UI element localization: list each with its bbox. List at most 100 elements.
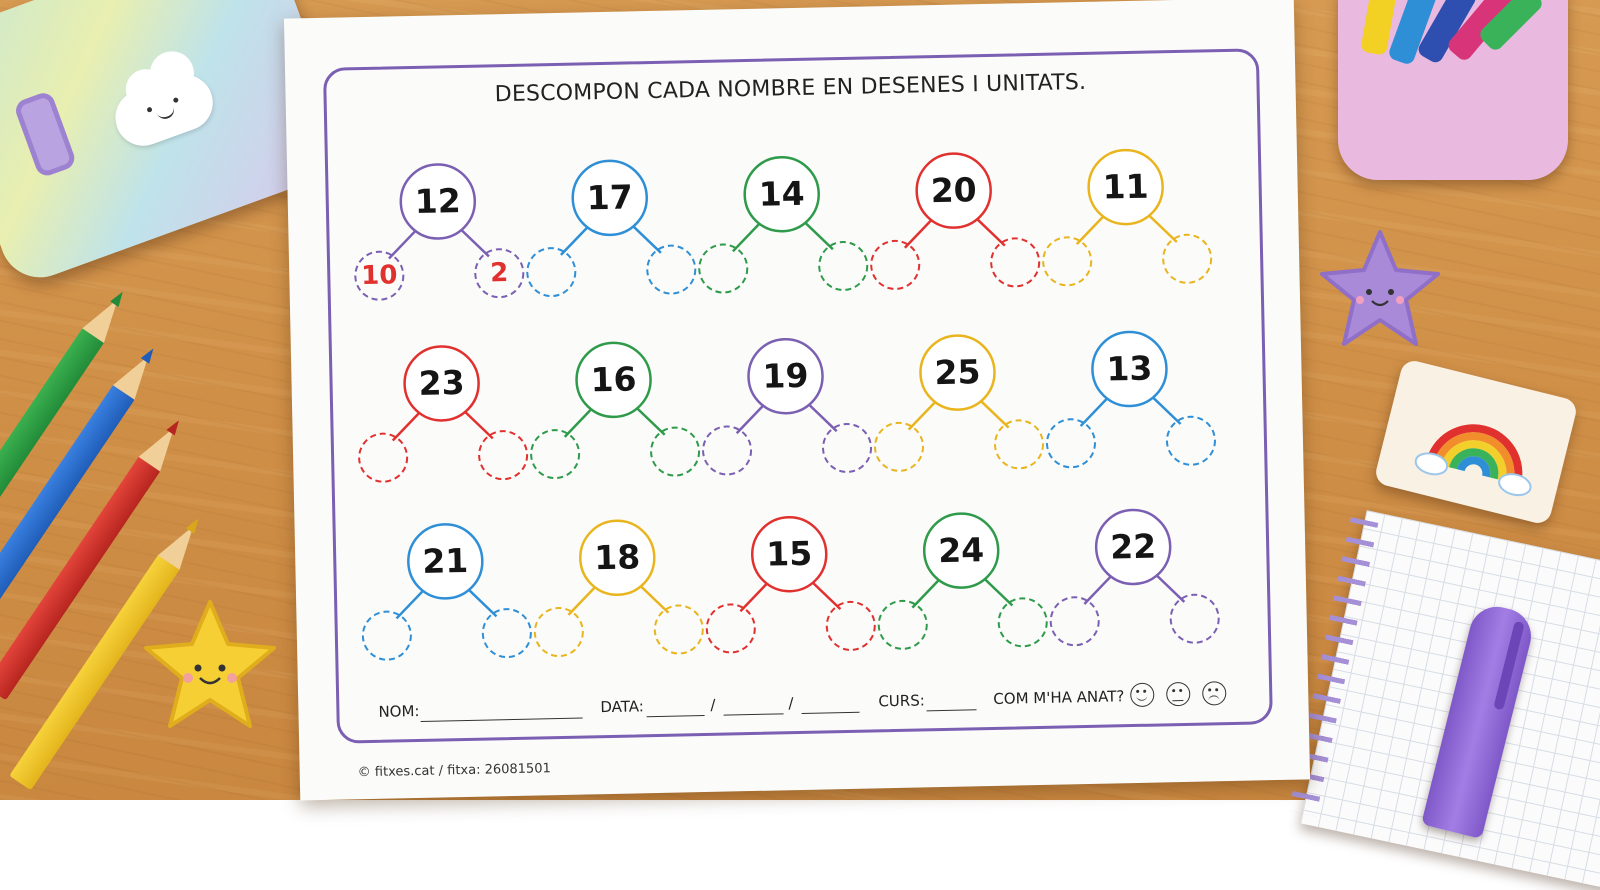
neutral-face-icon[interactable] [1166,681,1191,707]
bond-link-right [1154,573,1186,603]
rainbow-eraser-icon [1373,358,1579,526]
number-bond: 18 [526,494,710,668]
bond-link-left [911,578,941,609]
tens-answer[interactable] [1042,236,1093,287]
units-circle [825,600,876,651]
bond-link-left [739,581,769,613]
units-answer[interactable] [653,604,704,655]
tens-circle [526,247,577,298]
bond-link-right [639,584,670,614]
yellow-star-eraser-icon [140,598,280,733]
tens-answer[interactable] [1045,418,1096,469]
units-answer[interactable] [646,244,697,295]
tens-answer[interactable] [702,425,753,476]
bond-link-left [1075,214,1106,245]
number-bond: 23 [350,320,534,494]
number-circle [919,334,996,411]
tens-answer[interactable] [1049,596,1100,647]
bond-link-right [1151,395,1182,425]
units-answer[interactable] [1165,415,1216,466]
bond-number: 24 [937,530,985,571]
tens-circle [870,239,921,290]
marker-cup [1338,0,1578,190]
bond-link-right [803,220,834,251]
units-circle [993,419,1044,470]
number-bond: 24 [870,487,1054,661]
bond-link-left [388,229,418,260]
units-circle [474,248,525,299]
units-answer[interactable]: 2 [489,258,509,289]
bond-number: 17 [586,177,634,218]
bond-link-right [807,402,838,433]
units-answer[interactable] [825,600,876,651]
bond-link-left [1079,396,1109,427]
bond-number: 14 [758,173,806,214]
tens-circle [1049,596,1100,647]
units-answer[interactable] [481,608,532,659]
bond-link-left [731,221,762,253]
tens-circle [702,425,753,476]
units-answer[interactable] [993,419,1044,470]
bond-number: 16 [590,359,637,400]
number-circle [915,152,992,229]
bond-link-right [631,224,662,254]
date-year-field[interactable] [801,711,860,714]
bond-number: 13 [1106,348,1153,389]
date-separator-1: / [710,695,716,714]
tens-answer[interactable] [526,247,577,298]
units-answer[interactable] [650,426,701,477]
name-label: NOM: [378,701,420,721]
tens-circle [874,421,925,472]
bond-link-right [810,580,842,611]
tens-circle [530,429,581,480]
course-field[interactable] [926,709,977,712]
units-answer[interactable] [990,237,1041,288]
tens-answer[interactable] [870,239,921,290]
units-answer[interactable] [478,430,529,481]
tens-circle [698,243,749,294]
tens-circle [361,610,412,661]
units-answer[interactable] [1162,233,1213,284]
sad-face-icon[interactable] [1202,681,1227,706]
bond-link-right [1147,213,1178,243]
tens-answer[interactable] [361,610,412,661]
tens-answer[interactable]: 10 [360,260,398,292]
units-answer[interactable] [997,597,1048,648]
feedback-label: COM M'HA ANAT? [993,687,1125,708]
bond-link-left [1083,574,1113,605]
bond-number: 12 [414,181,462,221]
number-bond-grid: 12 10 2 17 14 20 11 23 16 19 25 13 21 18 15 24 22 [284,0,1294,661]
tens-answer[interactable] [705,603,756,654]
date-day-field[interactable] [646,715,705,718]
tens-answer[interactable] [698,243,749,294]
tens-circle [533,607,584,658]
tens-answer[interactable] [530,429,581,480]
name-field[interactable] [420,717,583,722]
bond-number: 25 [934,352,981,393]
number-circle [1087,148,1164,226]
units-answer[interactable] [818,240,869,291]
units-circle [822,422,873,473]
units-answer[interactable] [1169,593,1220,644]
units-answer[interactable] [822,422,873,473]
cloud-sticker-icon [107,45,221,154]
course-label: CURS: [878,691,925,711]
number-circle [743,156,820,233]
units-circle [1162,233,1213,284]
tens-answer[interactable] [358,432,409,483]
bond-number: 23 [418,362,465,403]
happy-face-icon[interactable] [1130,682,1155,708]
date-separator-2: / [788,694,794,713]
tens-answer[interactable] [533,607,584,658]
units-circle [646,244,697,295]
tens-circle [877,599,928,650]
bond-link-left [395,588,425,620]
tens-answer[interactable] [874,421,925,472]
units-circle [478,430,529,481]
bond-link-right [459,228,490,258]
number-circle [403,345,480,422]
number-bond: 11 [1034,123,1218,297]
tens-answer[interactable] [877,599,928,650]
date-month-field[interactable] [723,713,784,716]
tens-circle [354,250,405,301]
